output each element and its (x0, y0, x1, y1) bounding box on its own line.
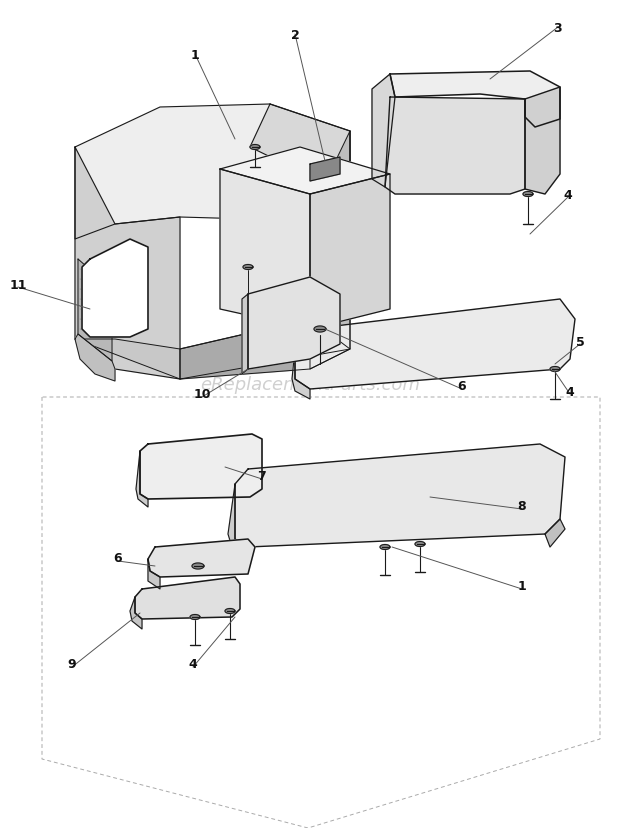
Text: 9: 9 (68, 657, 76, 671)
Text: 3: 3 (554, 22, 562, 35)
Polygon shape (415, 542, 425, 546)
Text: 5: 5 (575, 335, 585, 348)
Polygon shape (372, 75, 395, 188)
Polygon shape (525, 88, 560, 195)
Text: 4: 4 (565, 385, 574, 398)
Text: 10: 10 (193, 388, 211, 401)
Text: 1: 1 (190, 49, 200, 61)
Text: 4: 4 (564, 188, 572, 201)
Polygon shape (75, 148, 180, 379)
Text: eReplacementParts.com: eReplacementParts.com (200, 375, 420, 393)
Polygon shape (314, 326, 326, 333)
Text: 11: 11 (9, 278, 27, 291)
Polygon shape (385, 98, 525, 195)
Text: 7: 7 (258, 470, 267, 483)
Polygon shape (243, 265, 253, 270)
Polygon shape (148, 539, 255, 577)
Polygon shape (220, 170, 310, 330)
Polygon shape (248, 277, 340, 369)
Text: 2: 2 (291, 28, 299, 41)
Polygon shape (225, 609, 235, 614)
Polygon shape (228, 484, 248, 557)
Polygon shape (75, 335, 115, 382)
Polygon shape (235, 445, 565, 547)
Text: 4: 4 (188, 657, 197, 671)
Polygon shape (75, 300, 350, 379)
Polygon shape (550, 367, 560, 372)
Polygon shape (78, 260, 112, 362)
Polygon shape (545, 519, 565, 547)
Text: 6: 6 (458, 380, 466, 393)
Polygon shape (523, 192, 533, 197)
Polygon shape (390, 72, 560, 128)
Polygon shape (292, 349, 310, 400)
Polygon shape (190, 614, 200, 619)
Polygon shape (310, 175, 390, 330)
Polygon shape (295, 300, 575, 389)
Polygon shape (250, 105, 350, 214)
Polygon shape (180, 320, 350, 379)
Polygon shape (310, 158, 340, 182)
Polygon shape (380, 545, 390, 550)
Text: 8: 8 (518, 500, 526, 513)
Polygon shape (250, 146, 260, 151)
Text: 1: 1 (518, 580, 526, 593)
Polygon shape (192, 563, 204, 570)
Polygon shape (140, 435, 262, 499)
Polygon shape (82, 240, 148, 338)
Polygon shape (130, 597, 142, 629)
Polygon shape (148, 560, 160, 590)
Polygon shape (75, 105, 350, 240)
Polygon shape (242, 295, 248, 374)
Polygon shape (136, 451, 148, 508)
Text: 6: 6 (113, 551, 122, 565)
Polygon shape (220, 148, 390, 195)
Polygon shape (310, 132, 350, 369)
Polygon shape (135, 577, 240, 619)
